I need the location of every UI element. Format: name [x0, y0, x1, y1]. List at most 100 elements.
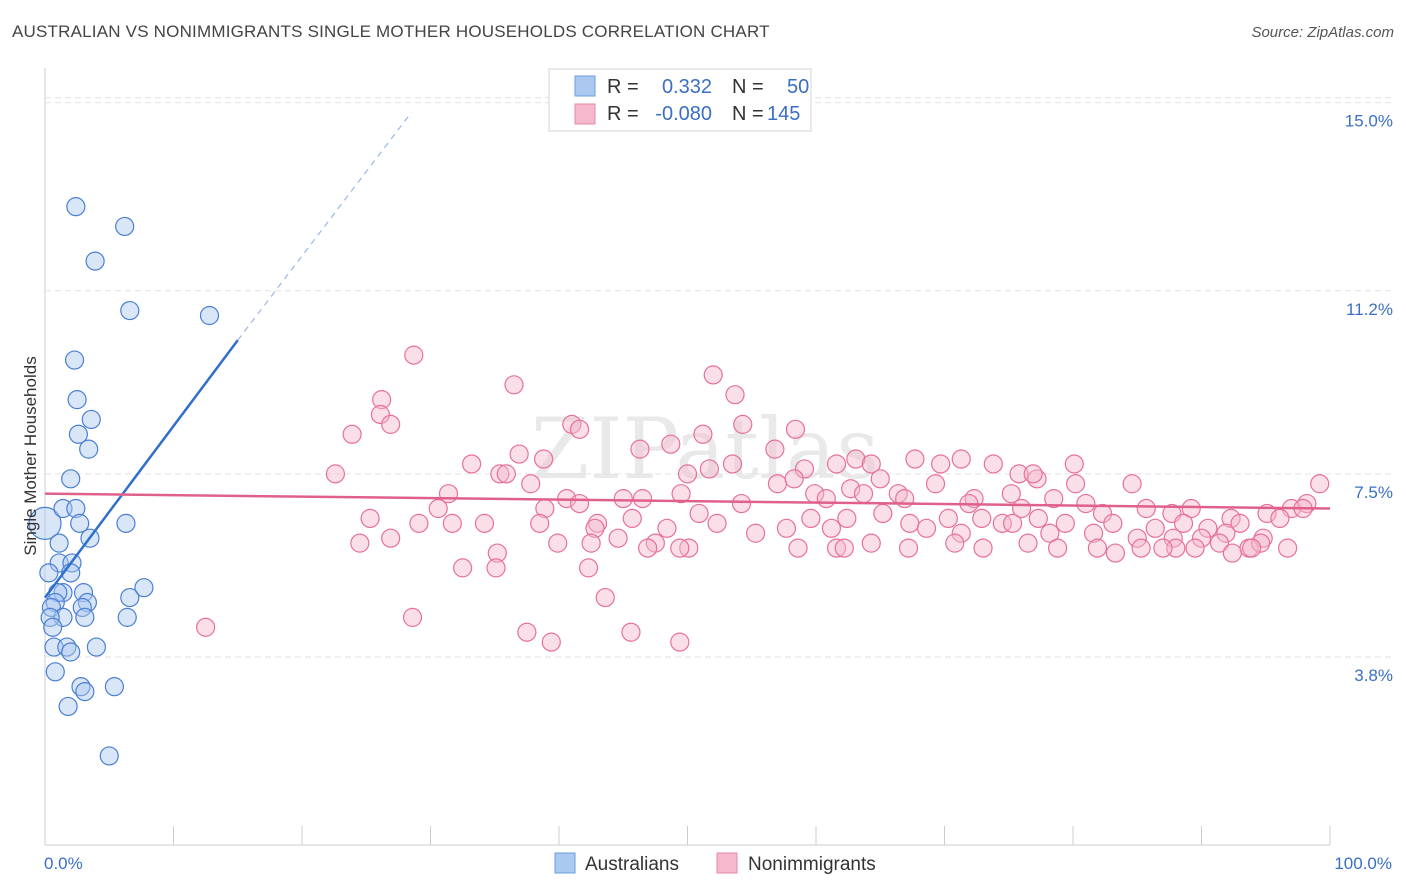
trend-lines [43, 112, 1331, 599]
nonimmigrants-point-1 [703, 365, 723, 385]
australians-point-28 [120, 587, 140, 608]
nonimmigrants-point-48 [1044, 489, 1064, 509]
nonimmigrants-point-92 [1270, 508, 1290, 529]
nonimmigrants-point-98 [530, 513, 550, 533]
y-tick-labels: 3.8% 7.5% 11.2% 15.0% [1345, 112, 1393, 685]
chart-title: AUSTRALIAN VS NONIMMIGRANTS SINGLE MOTHE… [12, 22, 770, 41]
nonimmigrants-point-143 [1242, 538, 1262, 558]
nonimmigrants-point-123 [861, 533, 881, 553]
legend-swatch-australians [574, 75, 596, 97]
nonimmigrants-points [196, 345, 1330, 652]
australians-point-25 [73, 583, 94, 603]
nonimmigrants-point-138 [670, 538, 690, 558]
australians-point-15 [70, 513, 90, 533]
australians-point-22 [134, 578, 154, 598]
bottom-legend: Australians Nonimmigrants [554, 852, 876, 875]
nonimmigrants-point-15 [509, 444, 529, 464]
nonimmigrants-point-12 [785, 419, 806, 439]
nonimmigrants-point-97 [474, 513, 495, 533]
australians-point-7 [67, 390, 87, 410]
nonimmigrants-point-57 [816, 489, 836, 509]
australians-point-44 [58, 696, 78, 717]
australians-point-0 [28, 506, 62, 540]
nonimmigrants-point-47 [1001, 484, 1021, 504]
y-tick-label-3: 15.0% [1345, 112, 1393, 131]
nonimmigrants-point-65 [1181, 498, 1201, 519]
nonimmigrants-point-77 [707, 513, 727, 533]
nonimmigrants-point-54 [632, 489, 653, 509]
nonimmigrants-point-106 [951, 523, 971, 543]
nonimmigrants-point-88 [1145, 518, 1165, 538]
nonimmigrants-point-2 [504, 375, 524, 395]
chart-source: Source: ZipAtlas.com [1251, 24, 1394, 41]
nonimmigrants-point-26 [931, 454, 951, 474]
nonimmigrants-point-142 [1222, 543, 1242, 563]
nonimmigrants-point-139 [834, 538, 854, 558]
nonimmigrants-point-43 [870, 469, 890, 489]
nonimmigrants-point-75 [622, 508, 642, 529]
nonimmigrants-point-21 [794, 459, 815, 479]
nonimmigrants-point-34 [325, 464, 346, 484]
nonimmigrants-point-103 [776, 518, 797, 538]
australians-point-33 [75, 607, 95, 627]
y-tick-label-0: 3.8% [1354, 666, 1393, 685]
nonimmigrants-point-4 [372, 390, 392, 410]
nonimmigrants-point-74 [587, 513, 608, 533]
nonimmigrants-point-100 [608, 528, 628, 548]
nonimmigrants-point-73 [569, 493, 590, 514]
x-tick-label-max: 100.0% [1334, 854, 1392, 873]
nonimmigrants-point-50 [1122, 474, 1142, 494]
australians-point-6 [64, 350, 85, 370]
nonimmigrants-point-71 [428, 498, 448, 519]
australians-point-9 [68, 424, 89, 444]
nonimmigrants-point-107 [1003, 513, 1023, 533]
nonimmigrants-point-152 [541, 632, 561, 652]
nonimmigrants-point-91 [1230, 513, 1250, 533]
nonimmigrants-point-83 [972, 508, 992, 529]
nonimmigrants-point-20 [765, 439, 785, 459]
nonimmigrants-point-144 [1277, 538, 1298, 558]
australians-point-43 [104, 677, 124, 697]
nonimmigrants-point-85 [1028, 508, 1048, 529]
australians-point-39 [86, 637, 107, 657]
legend-r-label-australians: R = [607, 76, 639, 98]
australians-point-2 [115, 216, 135, 237]
nonimmigrants-point-31 [1065, 474, 1086, 494]
nonimmigrants-point-79 [837, 508, 857, 529]
nonimmigrants-point-102 [746, 523, 766, 543]
australians-point-13 [66, 498, 86, 519]
nonimmigrants-point-55 [671, 484, 691, 504]
nonimmigrants-point-87 [1103, 513, 1123, 533]
nonimmigrants-point-8 [342, 424, 362, 444]
legend-n-value-australians: 50 [787, 76, 809, 98]
nonimmigrants-point-148 [595, 587, 615, 608]
nonimmigrants-point-110 [1127, 528, 1147, 548]
nonimmigrants-point-127 [1018, 533, 1038, 553]
nonimmigrants-point-24 [861, 454, 881, 474]
nonimmigrants-point-133 [1209, 533, 1230, 553]
australians-point-20 [39, 563, 59, 583]
nonimmigrants-point-95 [409, 513, 429, 533]
nonimmigrants-point-113 [1216, 523, 1236, 543]
nonimmigrants-point-53 [613, 489, 633, 509]
australians-points [28, 197, 220, 766]
legend-r-value-australians: 0.332 [662, 76, 712, 98]
nonimmigrants-point-28 [983, 454, 1003, 474]
australians-point-35 [43, 617, 63, 637]
nonimmigrants-point-17 [462, 454, 482, 474]
nonimmigrants-point-89 [1173, 513, 1194, 533]
legend-swatch-nonimmigrants [574, 103, 596, 125]
nonimmigrants-point-58 [853, 484, 874, 504]
legend-r-label-nonimmigrants: R = [607, 103, 639, 125]
nonimmigrants-point-11 [693, 424, 713, 444]
nonimmigrants-point-129 [1105, 543, 1126, 563]
nonimmigrants-point-128 [1047, 538, 1068, 558]
nonimmigrants-point-108 [1040, 523, 1060, 543]
nonimmigrants-point-141 [1153, 538, 1173, 558]
nonimmigrants-point-84 [992, 513, 1012, 533]
nonimmigrants-point-135 [1251, 533, 1271, 553]
bottom-legend-swatch-australians [554, 852, 576, 874]
nonimmigrants-point-9 [569, 419, 590, 439]
axes [44, 68, 1331, 846]
nonimmigrants-point-121 [788, 538, 808, 558]
